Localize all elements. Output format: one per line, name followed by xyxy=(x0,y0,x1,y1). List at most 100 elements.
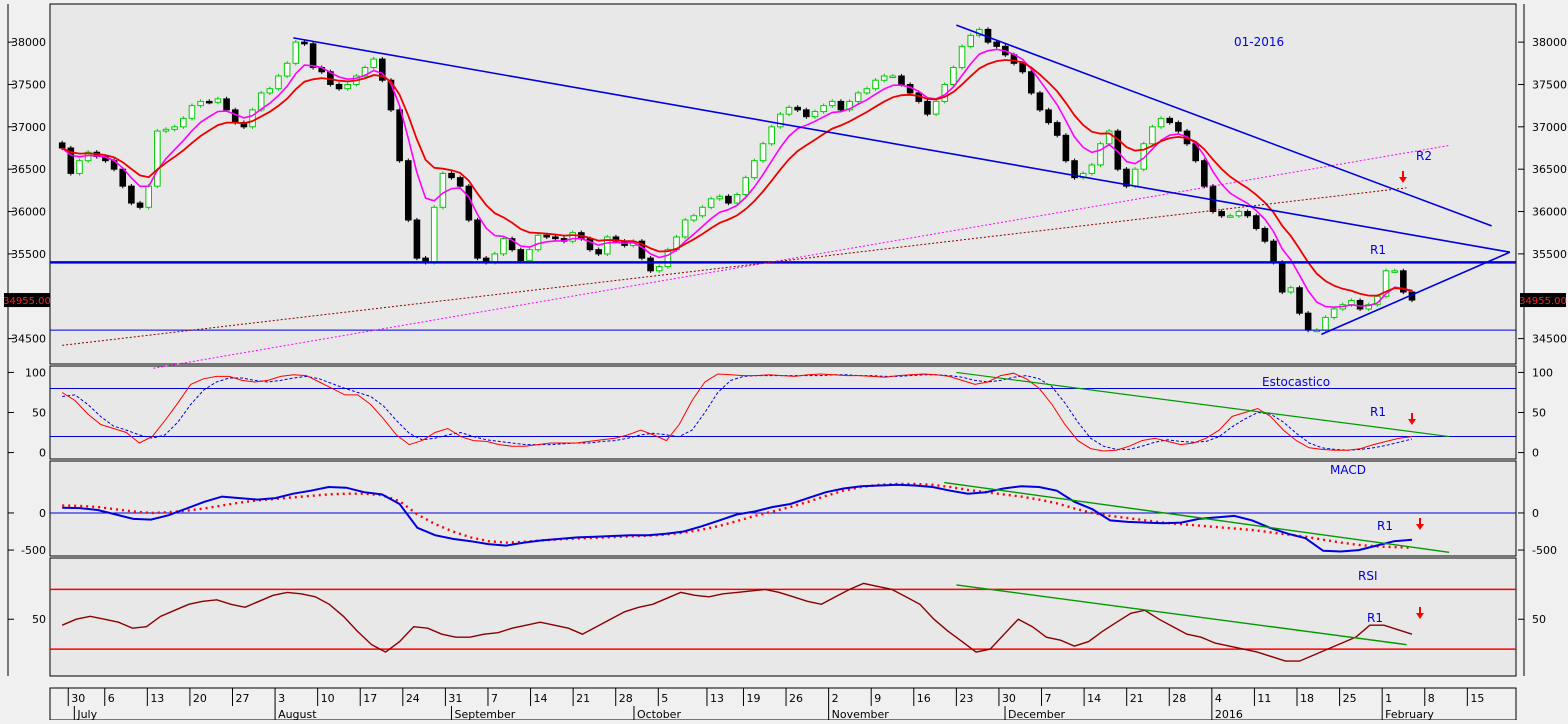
macd-signal-line xyxy=(62,482,1413,549)
candle xyxy=(1304,312,1312,331)
price-right-tick-label: 38000 xyxy=(1532,36,1567,49)
price-right-tick-label: 37000 xyxy=(1532,121,1567,134)
candle xyxy=(266,88,274,94)
candle xyxy=(820,105,827,113)
candle xyxy=(1261,227,1269,242)
price-left-tick-label: 38000 xyxy=(11,36,46,49)
candle xyxy=(197,100,204,107)
macd-left-tick-label: -500 xyxy=(21,544,46,557)
candle xyxy=(1391,270,1398,273)
x-day-tick-label: 19 xyxy=(746,692,760,705)
x-day-tick-label: 28 xyxy=(1172,692,1186,705)
price-tag-right-label: 34955.00 xyxy=(1519,296,1567,307)
candle xyxy=(742,177,750,196)
candle xyxy=(171,126,178,130)
r1-macd-annotation: R1 xyxy=(1377,519,1393,533)
x-day-tick-label: 4 xyxy=(1215,692,1222,705)
candle xyxy=(396,109,403,162)
candle xyxy=(430,206,438,263)
candle xyxy=(759,143,767,162)
candle xyxy=(335,83,343,90)
stochastic-down-arrow xyxy=(1408,419,1416,425)
candle xyxy=(1244,211,1251,217)
candle xyxy=(344,83,352,90)
candle xyxy=(448,172,455,179)
candle xyxy=(1140,143,1148,170)
candle xyxy=(681,219,689,238)
rsi-label: RSI xyxy=(1358,569,1378,583)
candle xyxy=(1097,143,1104,166)
stochastic-label: Estocastico xyxy=(1262,375,1330,389)
candle xyxy=(379,58,386,81)
price-left-tick-label: 36500 xyxy=(11,163,46,176)
x-day-tick-label: 9 xyxy=(874,692,881,705)
candle xyxy=(828,100,836,107)
candle xyxy=(1382,270,1390,297)
r1-price-annotation: R1 xyxy=(1370,243,1386,257)
x-day-tick-label: 15 xyxy=(1470,692,1484,705)
candle xyxy=(439,172,447,208)
candle xyxy=(517,249,525,262)
price-pane-frame xyxy=(49,3,1517,365)
candle xyxy=(1218,211,1225,217)
x-day-tick-label: 13 xyxy=(710,692,724,705)
candle xyxy=(249,109,256,128)
x-day-tick-label: 1 xyxy=(1385,692,1392,705)
candle xyxy=(603,236,611,255)
candle xyxy=(1252,215,1260,229)
candle xyxy=(128,185,135,204)
price-tag-left xyxy=(4,293,50,308)
candle xyxy=(1053,122,1061,136)
price-right-tick-label: 34500 xyxy=(1532,333,1567,346)
candle xyxy=(1235,211,1243,217)
price-left-tick-label: 34500 xyxy=(11,333,46,346)
candle xyxy=(1045,109,1052,124)
candle xyxy=(811,111,819,118)
price-down-arrow xyxy=(1399,177,1407,183)
x-month-tick-label: September xyxy=(454,708,515,720)
rsi-line xyxy=(61,582,1413,662)
candle xyxy=(413,219,421,259)
stochastic-trendline xyxy=(956,371,1450,438)
candle xyxy=(231,109,239,124)
candle xyxy=(725,195,732,204)
candle xyxy=(958,45,966,69)
x-day-tick-label: 31 xyxy=(448,692,462,705)
macd-down-arrow xyxy=(1416,524,1424,530)
candle xyxy=(655,266,663,272)
price-left-tick-label: 35500 xyxy=(11,248,46,261)
candle xyxy=(794,106,801,111)
candle xyxy=(733,194,741,204)
candle xyxy=(1027,71,1035,94)
x-month-tick-label: October xyxy=(637,708,681,720)
candle xyxy=(707,198,715,208)
candle xyxy=(1088,164,1096,174)
x-day-tick-label: 20 xyxy=(193,692,207,705)
x-day-tick-label: 25 xyxy=(1343,692,1357,705)
candle xyxy=(370,58,377,69)
x-day-tick-label: 8 xyxy=(1428,692,1435,705)
candle xyxy=(456,177,464,187)
rsi-pane-frame xyxy=(49,557,1517,677)
candle xyxy=(803,109,810,118)
x-day-tick-label: 11 xyxy=(1257,692,1271,705)
candle xyxy=(292,41,300,64)
price-left-tick-label: 37500 xyxy=(11,78,46,91)
x-day-tick-label: 7 xyxy=(1045,692,1052,705)
stoch-right-tick-label: 50 xyxy=(1532,407,1546,420)
candle xyxy=(1131,168,1139,187)
x-day-tick-label: 24 xyxy=(406,692,420,705)
x-day-tick-label: 30 xyxy=(71,692,85,705)
x-month-tick-label: December xyxy=(1008,708,1066,720)
x-day-tick-label: 14 xyxy=(534,692,548,705)
stoch-right-tick-label: 0 xyxy=(1532,447,1539,460)
candle xyxy=(863,88,871,94)
x-day-tick-label: 18 xyxy=(1300,692,1314,705)
price-left-tick-label: 36000 xyxy=(11,206,46,219)
price-right-tick-label: 35500 xyxy=(1532,248,1567,261)
x-month-tick-label: August xyxy=(278,708,317,720)
candle xyxy=(1036,92,1044,111)
candle xyxy=(1330,308,1338,318)
candle xyxy=(837,100,845,111)
